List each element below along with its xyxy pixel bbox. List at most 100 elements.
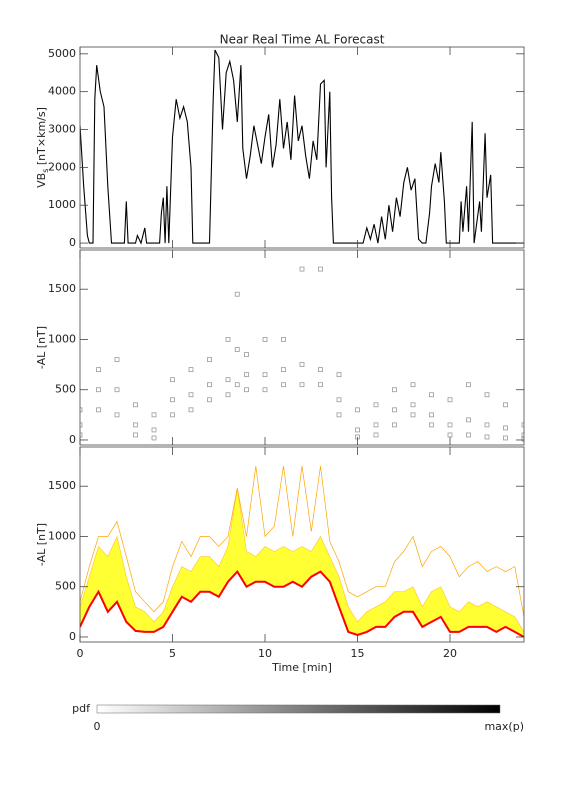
scatter-point — [429, 412, 434, 418]
panel-frame — [79, 249, 525, 446]
scatter-point — [410, 402, 416, 408]
scatter-point — [170, 397, 175, 403]
scatter-point — [114, 357, 120, 362]
scatter-point — [80, 407, 83, 413]
scatter-point — [318, 367, 323, 373]
y-tick-label: 1500 — [48, 479, 76, 492]
scatter-point — [244, 387, 249, 393]
colorbar — [96, 704, 501, 714]
scatter-point — [96, 367, 101, 373]
scatter-point — [521, 422, 524, 428]
scatter-point — [244, 372, 249, 378]
scatter-point — [299, 362, 305, 367]
scatter-point — [96, 407, 101, 413]
y-tick-label: 1000 — [48, 332, 76, 345]
colorbar-label: pdf — [72, 702, 91, 715]
scatter-point — [244, 352, 249, 357]
scatter-point — [96, 387, 101, 393]
scatter-point — [151, 435, 157, 441]
series-line — [80, 466, 524, 617]
scatter-point — [447, 397, 453, 403]
scatter-point — [466, 432, 471, 438]
x-axis-label: Time [min] — [271, 661, 332, 674]
scatter-point — [207, 382, 212, 388]
scatter-point — [133, 402, 138, 408]
scatter-point — [281, 367, 286, 373]
scatter-point — [521, 432, 524, 438]
scatter-point — [336, 412, 342, 418]
y-tick-label: 0 — [69, 236, 76, 249]
scatter-point — [484, 392, 490, 398]
scatter-point — [503, 425, 508, 431]
y-axis-label: VBs [nT×km/s] — [35, 107, 50, 188]
y-label-main: VB — [35, 173, 48, 188]
y-label-sub: s — [41, 169, 50, 173]
scatter-point — [234, 347, 240, 352]
y-tick-label: 500 — [55, 383, 76, 396]
series-line — [80, 49, 524, 245]
scatter-point — [318, 266, 323, 272]
scatter-point — [355, 407, 360, 413]
scatter-point — [318, 382, 323, 388]
scatter-point — [392, 407, 397, 413]
y-tick-label: 500 — [55, 580, 76, 593]
y-label-unit: [nT×km/s] — [35, 107, 48, 169]
scatter-point — [262, 337, 268, 342]
scatter-point — [429, 422, 434, 428]
scatter-point — [262, 372, 268, 378]
scatter-point — [281, 337, 286, 342]
scatter-point — [80, 422, 83, 428]
scatter-point — [188, 392, 194, 398]
scatter-point — [207, 357, 212, 362]
scatter-point — [373, 422, 379, 428]
scatter-point — [336, 397, 342, 403]
scatter-point — [114, 412, 120, 418]
scatter-point — [410, 382, 416, 388]
y-tick-label: 2000 — [48, 160, 76, 173]
y-tick-label: 1000 — [48, 529, 76, 542]
scatter-point — [133, 432, 138, 438]
scatter-point — [373, 432, 379, 438]
scatter-point — [133, 422, 138, 428]
series-line — [80, 569, 524, 638]
scatter-point — [225, 392, 231, 398]
y-tick-label: 1500 — [48, 282, 76, 295]
colorbar-min: 0 — [94, 720, 101, 733]
x-tick-label: 15 — [351, 647, 365, 660]
scatter-point — [80, 432, 83, 438]
scatter-point — [225, 337, 231, 342]
scatter-point — [484, 422, 490, 428]
scatter-point — [299, 382, 305, 388]
band-area — [80, 488, 524, 637]
scatter-point — [373, 402, 379, 408]
scatter-point — [234, 291, 240, 297]
scatter-point — [466, 382, 471, 388]
scatter-point — [392, 387, 397, 393]
chart-title: Near Real Time AL Forecast — [220, 33, 385, 47]
scatter-point — [447, 422, 453, 428]
y-axis-label: -AL [nT] — [35, 523, 48, 566]
scatter-point — [355, 427, 360, 433]
colorbar-max: max(p) — [484, 720, 524, 733]
scatter-point — [299, 266, 305, 272]
y-tick-label: 5000 — [48, 47, 76, 60]
scatter-point — [521, 436, 524, 442]
y-axis-label: -AL [nT] — [35, 326, 48, 369]
y-tick-label: 3000 — [48, 123, 76, 136]
scatter-point — [410, 412, 416, 418]
y-tick-label: 0 — [69, 630, 76, 643]
scatter-point — [429, 392, 434, 398]
scatter-point — [392, 422, 397, 428]
scatter-point — [151, 427, 157, 433]
plot-area — [80, 266, 524, 442]
scatter-point — [225, 377, 231, 383]
scatter-point — [262, 387, 268, 393]
y-tick-label: 1000 — [48, 198, 76, 211]
scatter-point — [207, 397, 212, 403]
plot-area — [80, 49, 524, 245]
y-tick-label: 4000 — [48, 85, 76, 98]
scatter-point — [188, 407, 194, 413]
scatter-point — [114, 387, 120, 393]
panel-frame — [79, 46, 525, 249]
